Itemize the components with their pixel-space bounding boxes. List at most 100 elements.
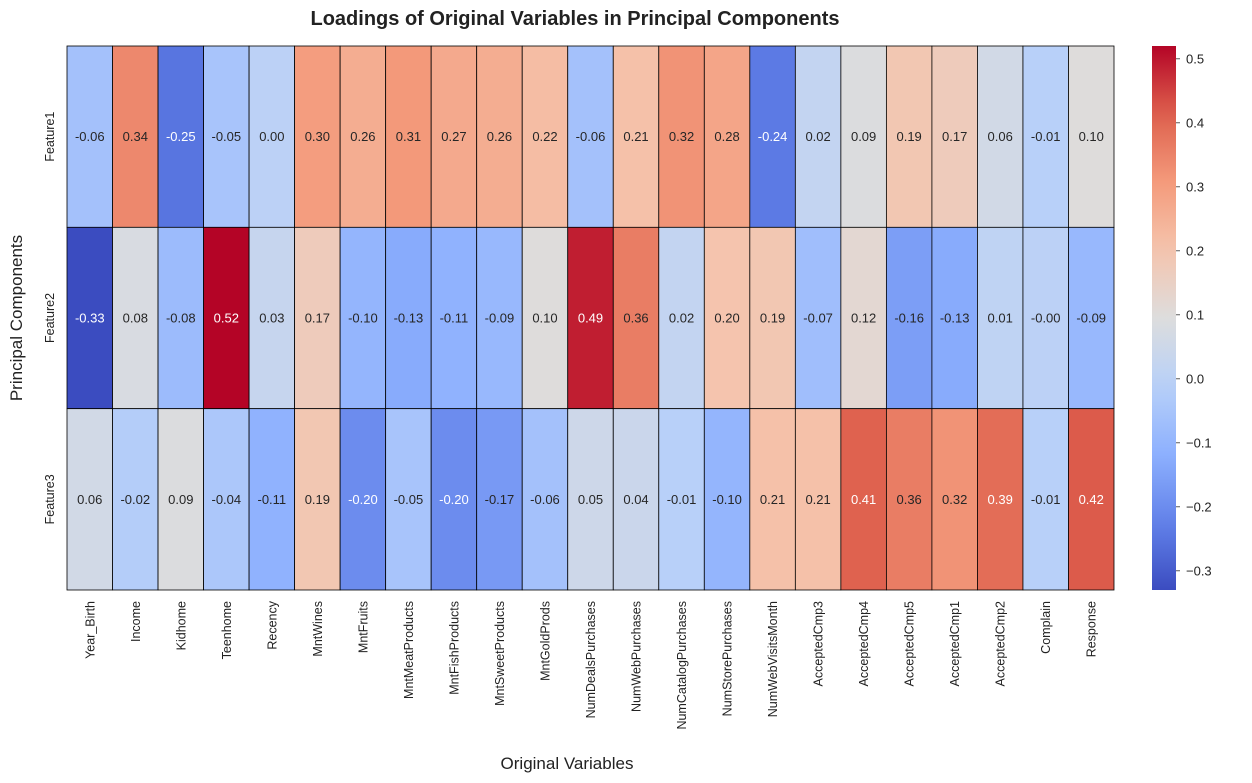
cell-value-label: -0.11 (258, 492, 287, 507)
cell-value-label: -0.10 (712, 492, 742, 507)
cell-value-label: -0.09 (1076, 311, 1106, 326)
x-tick-label: Teenhome (220, 601, 234, 659)
cell-value-label: -0.33 (75, 311, 105, 326)
x-tick-label: MntMeatProducts (402, 601, 416, 699)
colorbar-tick-label: 0.3 (1186, 179, 1204, 194)
heatmap-cell (203, 408, 250, 591)
heatmap-cell (977, 408, 1024, 591)
x-tick-label: AcceptedCmp5 (903, 601, 917, 687)
cell-value-label: -0.11 (440, 311, 469, 326)
cell-value-label: -0.06 (530, 492, 560, 507)
cell-value-label: -0.08 (166, 311, 196, 326)
heatmap-cell (294, 226, 341, 410)
heatmap-cell (1022, 226, 1069, 410)
heatmap-cell (476, 45, 523, 228)
heatmap-cell (567, 226, 614, 410)
y-tick-label: Feature2 (43, 293, 57, 343)
heatmap-cell (1068, 45, 1115, 228)
heatmap-cell (931, 408, 978, 591)
cell-value-label: -0.02 (120, 492, 150, 507)
cell-value-label: 0.08 (123, 311, 148, 326)
heatmap-cell (294, 45, 341, 228)
heatmap-cell (1068, 408, 1115, 591)
heatmap-cell (476, 408, 523, 591)
heatmap-cell (203, 45, 250, 228)
colorbar-tick-label: 0.4 (1186, 115, 1204, 130)
cell-value-label: 0.05 (578, 492, 603, 507)
x-tick-label: Complain (1039, 601, 1053, 654)
x-tick-label: Kidhome (174, 601, 188, 650)
colorbar-tick-label: 0.5 (1186, 51, 1204, 66)
cell-value-label: 0.34 (123, 129, 148, 144)
colorbar-tick-label: 0.0 (1186, 371, 1204, 386)
heatmap-cell (112, 45, 159, 228)
cell-value-label: 0.26 (350, 129, 375, 144)
heatmap-cell (885, 45, 933, 228)
heatmap-cell (66, 408, 113, 591)
cell-value-label: 0.22 (532, 129, 557, 144)
x-tick-label: AcceptedCmp2 (994, 601, 1008, 687)
cell-value-label: -0.01 (667, 492, 697, 507)
cell-value-label: -0.06 (576, 129, 606, 144)
x-tick-label: NumWebPurchases (630, 601, 644, 712)
cell-value-label: 0.10 (532, 311, 557, 326)
cell-value-label: 0.06 (988, 129, 1013, 144)
x-tick-label: MntWines (311, 601, 325, 657)
x-tick-label: AcceptedCmp3 (812, 601, 826, 687)
cell-value-label: 0.39 (988, 492, 1013, 507)
colorbar-tick-label: 0.1 (1186, 307, 1204, 322)
heatmap-cell (658, 45, 705, 228)
cell-value-label: 0.19 (760, 311, 785, 326)
heatmap-cell (931, 226, 978, 410)
cell-value-label: 0.32 (669, 129, 694, 144)
y-tick-label: Feature3 (43, 474, 57, 524)
x-tick-label: AcceptedCmp4 (857, 601, 871, 687)
y-tick-label: Feature1 (43, 112, 57, 162)
cell-value-label: -0.20 (348, 492, 378, 507)
cell-value-label: -0.04 (212, 492, 242, 507)
cell-value-label: 0.10 (1079, 129, 1104, 144)
cell-value-label: -0.01 (1031, 129, 1061, 144)
x-tick-label: MntGoldProds (538, 601, 552, 681)
heatmap-cell (248, 45, 296, 228)
colorbar-tick-label: −0.1 (1186, 435, 1212, 450)
cell-value-label: -0.05 (212, 129, 242, 144)
heatmap-cell (385, 226, 432, 410)
cell-value-label: 0.27 (441, 129, 466, 144)
cell-value-label: 0.02 (805, 129, 830, 144)
x-tick-label: NumCatalogPurchases (675, 601, 689, 730)
x-tick-label: Recency (265, 600, 279, 649)
cell-value-label: 0.41 (851, 492, 876, 507)
heatmap-cell (840, 408, 887, 591)
colorbar-tick-label: 0.2 (1186, 243, 1204, 258)
x-tick-labels: Year_Birth Income Kidhome Teenhome Recency Mn… (83, 600, 1098, 729)
cell-value-label: 0.21 (623, 129, 648, 144)
cell-value-label: 0.00 (259, 129, 284, 144)
heatmap-cell (612, 45, 660, 228)
heatmap-cell (885, 226, 933, 410)
cell-value-label: -0.20 (439, 492, 469, 507)
cell-value-label: 0.49 (578, 311, 603, 326)
x-tick-label: Year_Birth (83, 601, 97, 659)
cell-value-label: -0.07 (803, 311, 833, 326)
cell-value-label: 0.32 (942, 492, 967, 507)
heatmap-cell (1068, 226, 1115, 410)
cell-value-label: 0.01 (988, 311, 1013, 326)
x-tick-label: NumDealsPurchases (584, 601, 598, 718)
cell-value-label: 0.17 (942, 129, 967, 144)
heatmap-cell (840, 45, 887, 228)
cell-value-label: -0.17 (485, 492, 515, 507)
cell-value-label: 0.21 (760, 492, 785, 507)
cell-value-label: 0.21 (805, 492, 830, 507)
heatmap-cell (703, 45, 751, 228)
cell-value-label: 0.52 (214, 311, 239, 326)
heatmap-cell (703, 408, 751, 591)
cell-value-label: -0.00 (1031, 311, 1061, 326)
cell-value-label: 0.42 (1079, 492, 1104, 507)
cell-value-label: 0.09 (851, 129, 876, 144)
x-axis-label: Original Variables (501, 754, 634, 773)
cell-value-label: 0.19 (305, 492, 330, 507)
heatmap-cell (567, 45, 614, 228)
y-axis-label: Principal Components (7, 235, 26, 401)
x-tick-label: Response (1085, 601, 1099, 657)
